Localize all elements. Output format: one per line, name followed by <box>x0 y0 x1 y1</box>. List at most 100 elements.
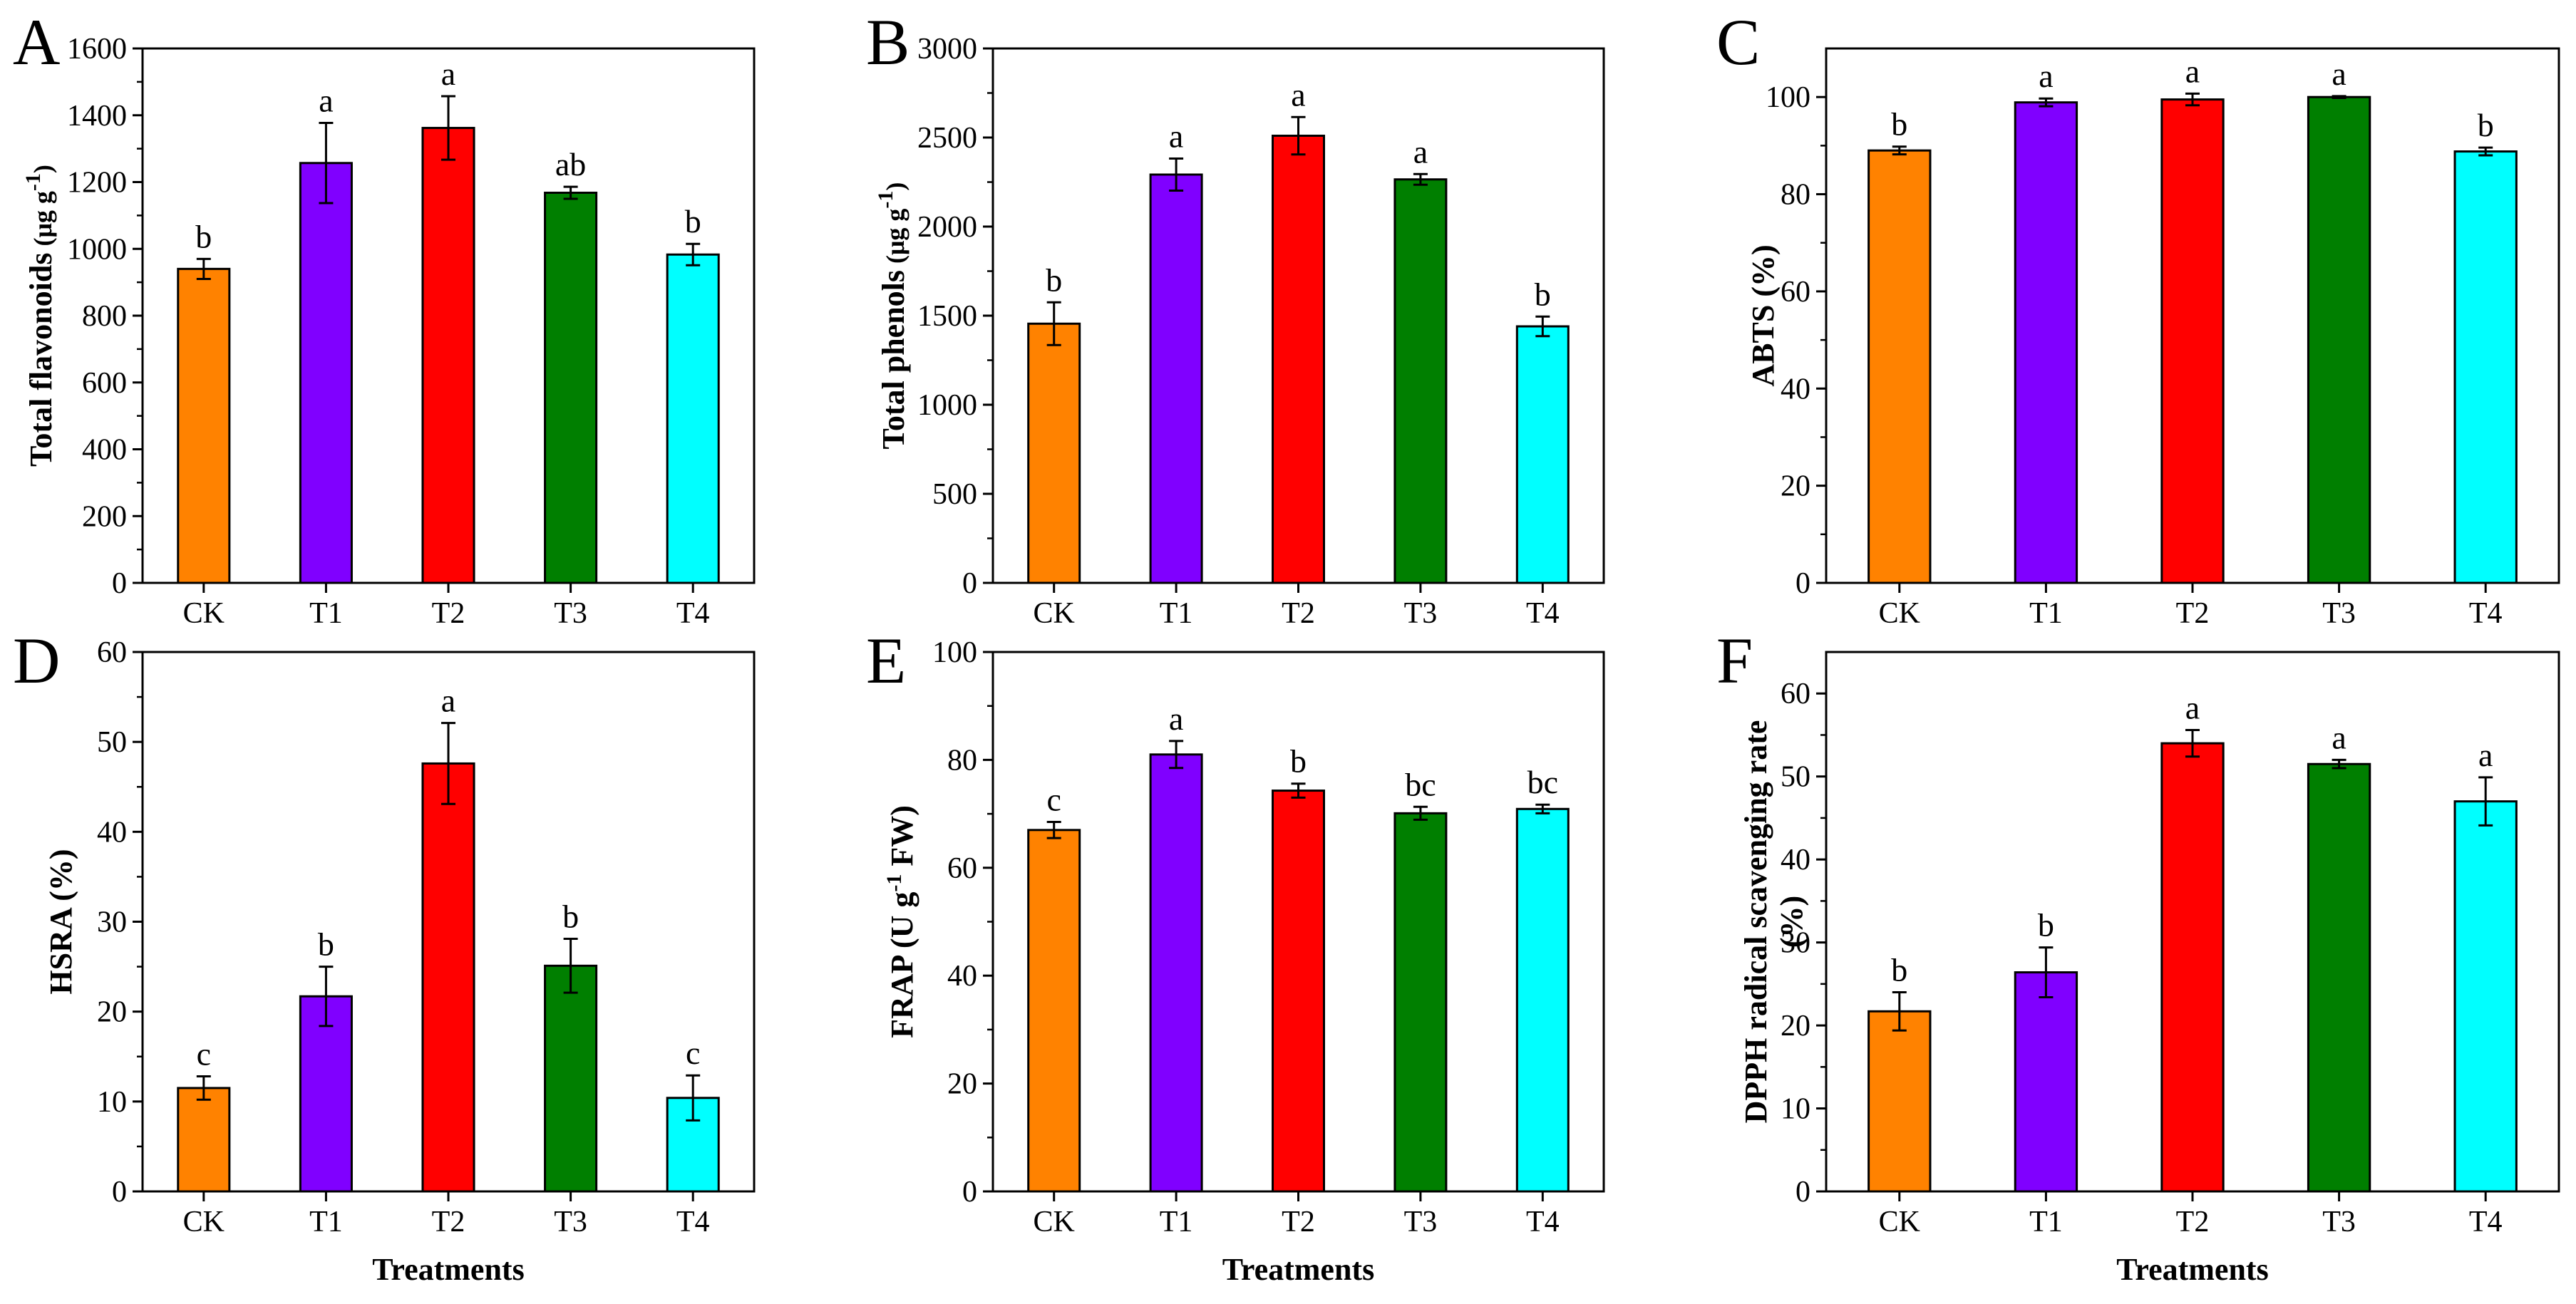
panel-d-ytick-label: 30 <box>97 906 127 939</box>
panel-b: B 0 500 1000 1500 2000 2500 3000 b CK a T1 a T2 a T3 b T4… <box>866 6 1605 630</box>
panel-d-letter: D <box>13 624 60 697</box>
panel-b-xtick-label: T4 <box>1526 597 1560 630</box>
panel-d-ytick-label: 20 <box>97 996 127 1029</box>
panel-c-ytick-label: 0 <box>1796 567 1810 600</box>
panel-b-ytick-label: 2000 <box>917 211 977 244</box>
panel-d-bar-t3 <box>544 964 598 1193</box>
panel-d-ytick-label: 50 <box>97 726 127 759</box>
panel-f-letter: F <box>1716 624 1753 697</box>
panel-a-xtick-label: T4 <box>676 597 710 630</box>
panel-a-sig-letter: ab <box>555 146 586 182</box>
panel-b-bar-t2 <box>1272 135 1325 584</box>
panel-f-ytick-label: 30 <box>1781 927 1810 960</box>
panel-f-xlabel: Treatments <box>2116 1252 2268 1287</box>
panel-f-bar-t4 <box>2453 800 2518 1193</box>
panel-d-bar-ck <box>177 1087 231 1193</box>
panel-b-xtick-label: T2 <box>1282 597 1315 630</box>
panel-a-ytick-label: 1200 <box>67 167 127 200</box>
panel-f-sig-letter: b <box>2038 907 2054 943</box>
panel-e-bar-t2 <box>1272 790 1325 1193</box>
panel-e-xtick-label: T2 <box>1282 1206 1315 1238</box>
panel-e-ytick-label: 60 <box>947 852 977 885</box>
panel-a-xtick-label: T1 <box>309 597 343 630</box>
panel-e-xtick-label: CK <box>1034 1206 1075 1238</box>
panel-d-xtick-label: T2 <box>432 1206 465 1238</box>
panel-c-xtick-label: T3 <box>2322 597 2356 630</box>
panel-b-ylabel: Total phenols (μg g-1) <box>874 182 912 450</box>
panel-e-bar-ck <box>1027 829 1081 1193</box>
panel-c-sig-letter: b <box>2478 107 2494 143</box>
panel-e-letter: E <box>866 624 906 697</box>
panel-c-xtick-label: T1 <box>2029 597 2063 630</box>
panel-b-ytick-label: 1000 <box>917 389 977 422</box>
panel-f-sig-letter: a <box>2478 737 2493 773</box>
panel-d-xtick-label: CK <box>183 1206 225 1238</box>
panel-d-sig-letter: c <box>197 1036 211 1072</box>
panel-a-ytick-label: 1400 <box>67 100 127 133</box>
panel-b-bar-t4 <box>1515 325 1570 584</box>
panel-f-ylabel-line2: (%) <box>1774 896 1809 948</box>
panel-b-letter: B <box>866 6 910 78</box>
panel-e-xlabel: Treatments <box>1222 1252 1374 1287</box>
panel-f-ytick-label: 20 <box>1781 1010 1810 1042</box>
panel-e-bar-t3 <box>1393 812 1448 1193</box>
panel-b-xtick-label: T1 <box>1160 597 1193 630</box>
panel-b-ytick-label: 0 <box>962 567 977 600</box>
panel-d: D 0 10 20 30 40 50 60 c CK b T1 a T2 b T3 c T4 HSRA (%) Tre… <box>13 624 756 1287</box>
panel-e-ytick-label: 0 <box>962 1176 977 1209</box>
panel-c-letter: C <box>1716 6 1760 78</box>
panel-d-sig-letter: c <box>686 1035 700 1071</box>
panel-a-ytick-label: 400 <box>82 434 127 467</box>
panel-a-ytick-label: 1000 <box>67 233 127 266</box>
panel-e-ytick-label: 100 <box>932 636 977 669</box>
panel-a-ytick-label: 800 <box>82 300 127 333</box>
panel-e-xtick-label: T4 <box>1526 1206 1560 1238</box>
panel-e-bar-t4 <box>1515 807 1570 1193</box>
panel-e-ytick-label: 40 <box>947 960 977 993</box>
panel-b-sig-letter: a <box>1291 76 1305 113</box>
panel-e-bar-t1 <box>1149 753 1203 1193</box>
panel-b-xtick-label: T3 <box>1404 597 1438 630</box>
panel-a-sig-letter: b <box>195 218 212 254</box>
panel-c-bar-t2 <box>2160 98 2225 584</box>
panel-b-sig-letter: a <box>1413 133 1428 170</box>
panel-b-xtick-label: CK <box>1034 597 1075 630</box>
panel-a-xtick-label: T3 <box>554 597 587 630</box>
panel-f-sig-letter: a <box>2332 719 2346 755</box>
panel-a-ytick-label: 1600 <box>67 33 127 66</box>
panel-d-xtick-label: T4 <box>676 1206 710 1238</box>
panel-f-ylabel: DPPH radical scavenging rate <box>1738 720 1773 1124</box>
panel-a-sig-letter: b <box>685 203 701 239</box>
panel-e-xtick-label: T3 <box>1404 1206 1438 1238</box>
panel-a-ytick-label: 200 <box>82 500 127 533</box>
panel-c: C 0 20 40 60 80 100 b CK a T1 a T2 a T3 b T4 ABTS (%) <box>1716 6 2560 630</box>
panel-c-xtick-label: T2 <box>2176 597 2210 630</box>
panel-c-ytick-label: 100 <box>1766 81 1810 114</box>
panel-c-ytick-label: 80 <box>1781 179 1810 212</box>
panel-f-ytick-label: 60 <box>1781 678 1810 710</box>
panel-f-bar-t2 <box>2160 742 2225 1193</box>
panel-c-xtick-label: T4 <box>2469 597 2503 630</box>
panel-d-xlabel: Treatments <box>372 1252 524 1287</box>
panel-f-ytick-label: 0 <box>1796 1176 1810 1209</box>
panel-e-sig-letter: c <box>1046 781 1061 817</box>
panel-d-xtick-label: T1 <box>309 1206 343 1238</box>
panel-f-xtick-label: T4 <box>2469 1206 2503 1238</box>
panel-a-ytick-label: 0 <box>112 567 127 600</box>
panel-b-bar-t3 <box>1393 178 1448 584</box>
panel-c-sig-letter: a <box>2332 56 2346 92</box>
panel-e-sig-letter: bc <box>1527 764 1558 800</box>
panel-b-ytick-label: 2500 <box>917 122 977 155</box>
panel-f-sig-letter: b <box>1891 951 1907 988</box>
panel-c-ytick-label: 20 <box>1781 470 1810 503</box>
panel-c-bar-ck <box>1867 149 1932 584</box>
panel-e-sig-letter: b <box>1290 743 1307 780</box>
panel-b-sig-letter: a <box>1169 118 1183 155</box>
panel-f-ytick-label: 40 <box>1781 844 1810 876</box>
panel-c-bar-t1 <box>2014 101 2078 584</box>
panel-a-bar-t3 <box>544 192 598 584</box>
panel-b-sig-letter: b <box>1046 262 1062 298</box>
panel-a-sig-letter: a <box>319 83 333 119</box>
panel-c-xtick-label: CK <box>1879 597 1920 630</box>
